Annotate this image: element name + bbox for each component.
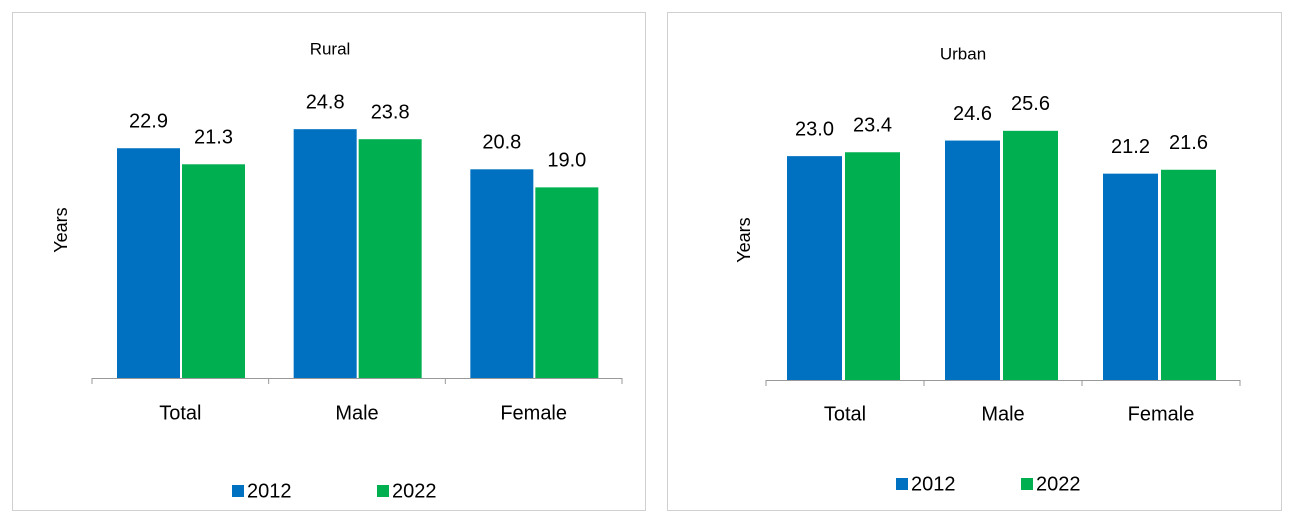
data-label: 19.0 xyxy=(547,150,586,172)
x-tick-label: Female xyxy=(1128,403,1195,425)
bar xyxy=(1103,173,1158,380)
data-label: 24.8 xyxy=(306,91,345,113)
x-tick-label: Total xyxy=(824,403,866,425)
x-tick-label: Female xyxy=(500,402,567,424)
data-label: 20.8 xyxy=(482,132,521,154)
x-tick-label: Total xyxy=(159,402,201,424)
bar xyxy=(945,140,1000,380)
bar xyxy=(293,129,357,378)
bar xyxy=(1161,169,1216,380)
data-label: 23.4 xyxy=(853,115,892,137)
bar xyxy=(535,187,599,378)
legend-label: 2022 xyxy=(392,480,437,502)
data-label: 21.3 xyxy=(194,127,233,149)
data-label: 25.6 xyxy=(1011,93,1050,115)
data-label: 21.6 xyxy=(1169,132,1208,154)
legend-swatch xyxy=(232,485,244,497)
chart-title: Urban xyxy=(940,44,986,63)
bar xyxy=(470,169,534,378)
x-tick-label: Male xyxy=(335,402,378,424)
panel-border xyxy=(667,12,1282,511)
legend-label: 2012 xyxy=(247,480,292,502)
bar xyxy=(1003,130,1058,380)
bar xyxy=(182,164,245,378)
panel-border xyxy=(12,12,646,511)
legend-swatch xyxy=(1021,478,1033,490)
legend-label: 2022 xyxy=(1036,473,1081,495)
chart-title: Rural xyxy=(310,39,351,58)
data-label: 22.9 xyxy=(129,111,168,133)
legend-label: 2012 xyxy=(911,473,956,495)
data-label: 23.0 xyxy=(795,118,834,140)
x-tick-label: Male xyxy=(981,403,1024,425)
legend-swatch xyxy=(377,485,389,497)
bar xyxy=(117,148,180,378)
bar xyxy=(358,139,422,378)
bar xyxy=(787,156,842,380)
y-axis-label: Years xyxy=(734,217,754,262)
data-label: 23.8 xyxy=(371,101,410,123)
data-label: 21.2 xyxy=(1111,136,1150,158)
y-axis-label: Years xyxy=(51,207,71,252)
data-label: 24.6 xyxy=(953,103,992,125)
bar xyxy=(845,152,900,380)
legend-swatch xyxy=(896,478,908,490)
